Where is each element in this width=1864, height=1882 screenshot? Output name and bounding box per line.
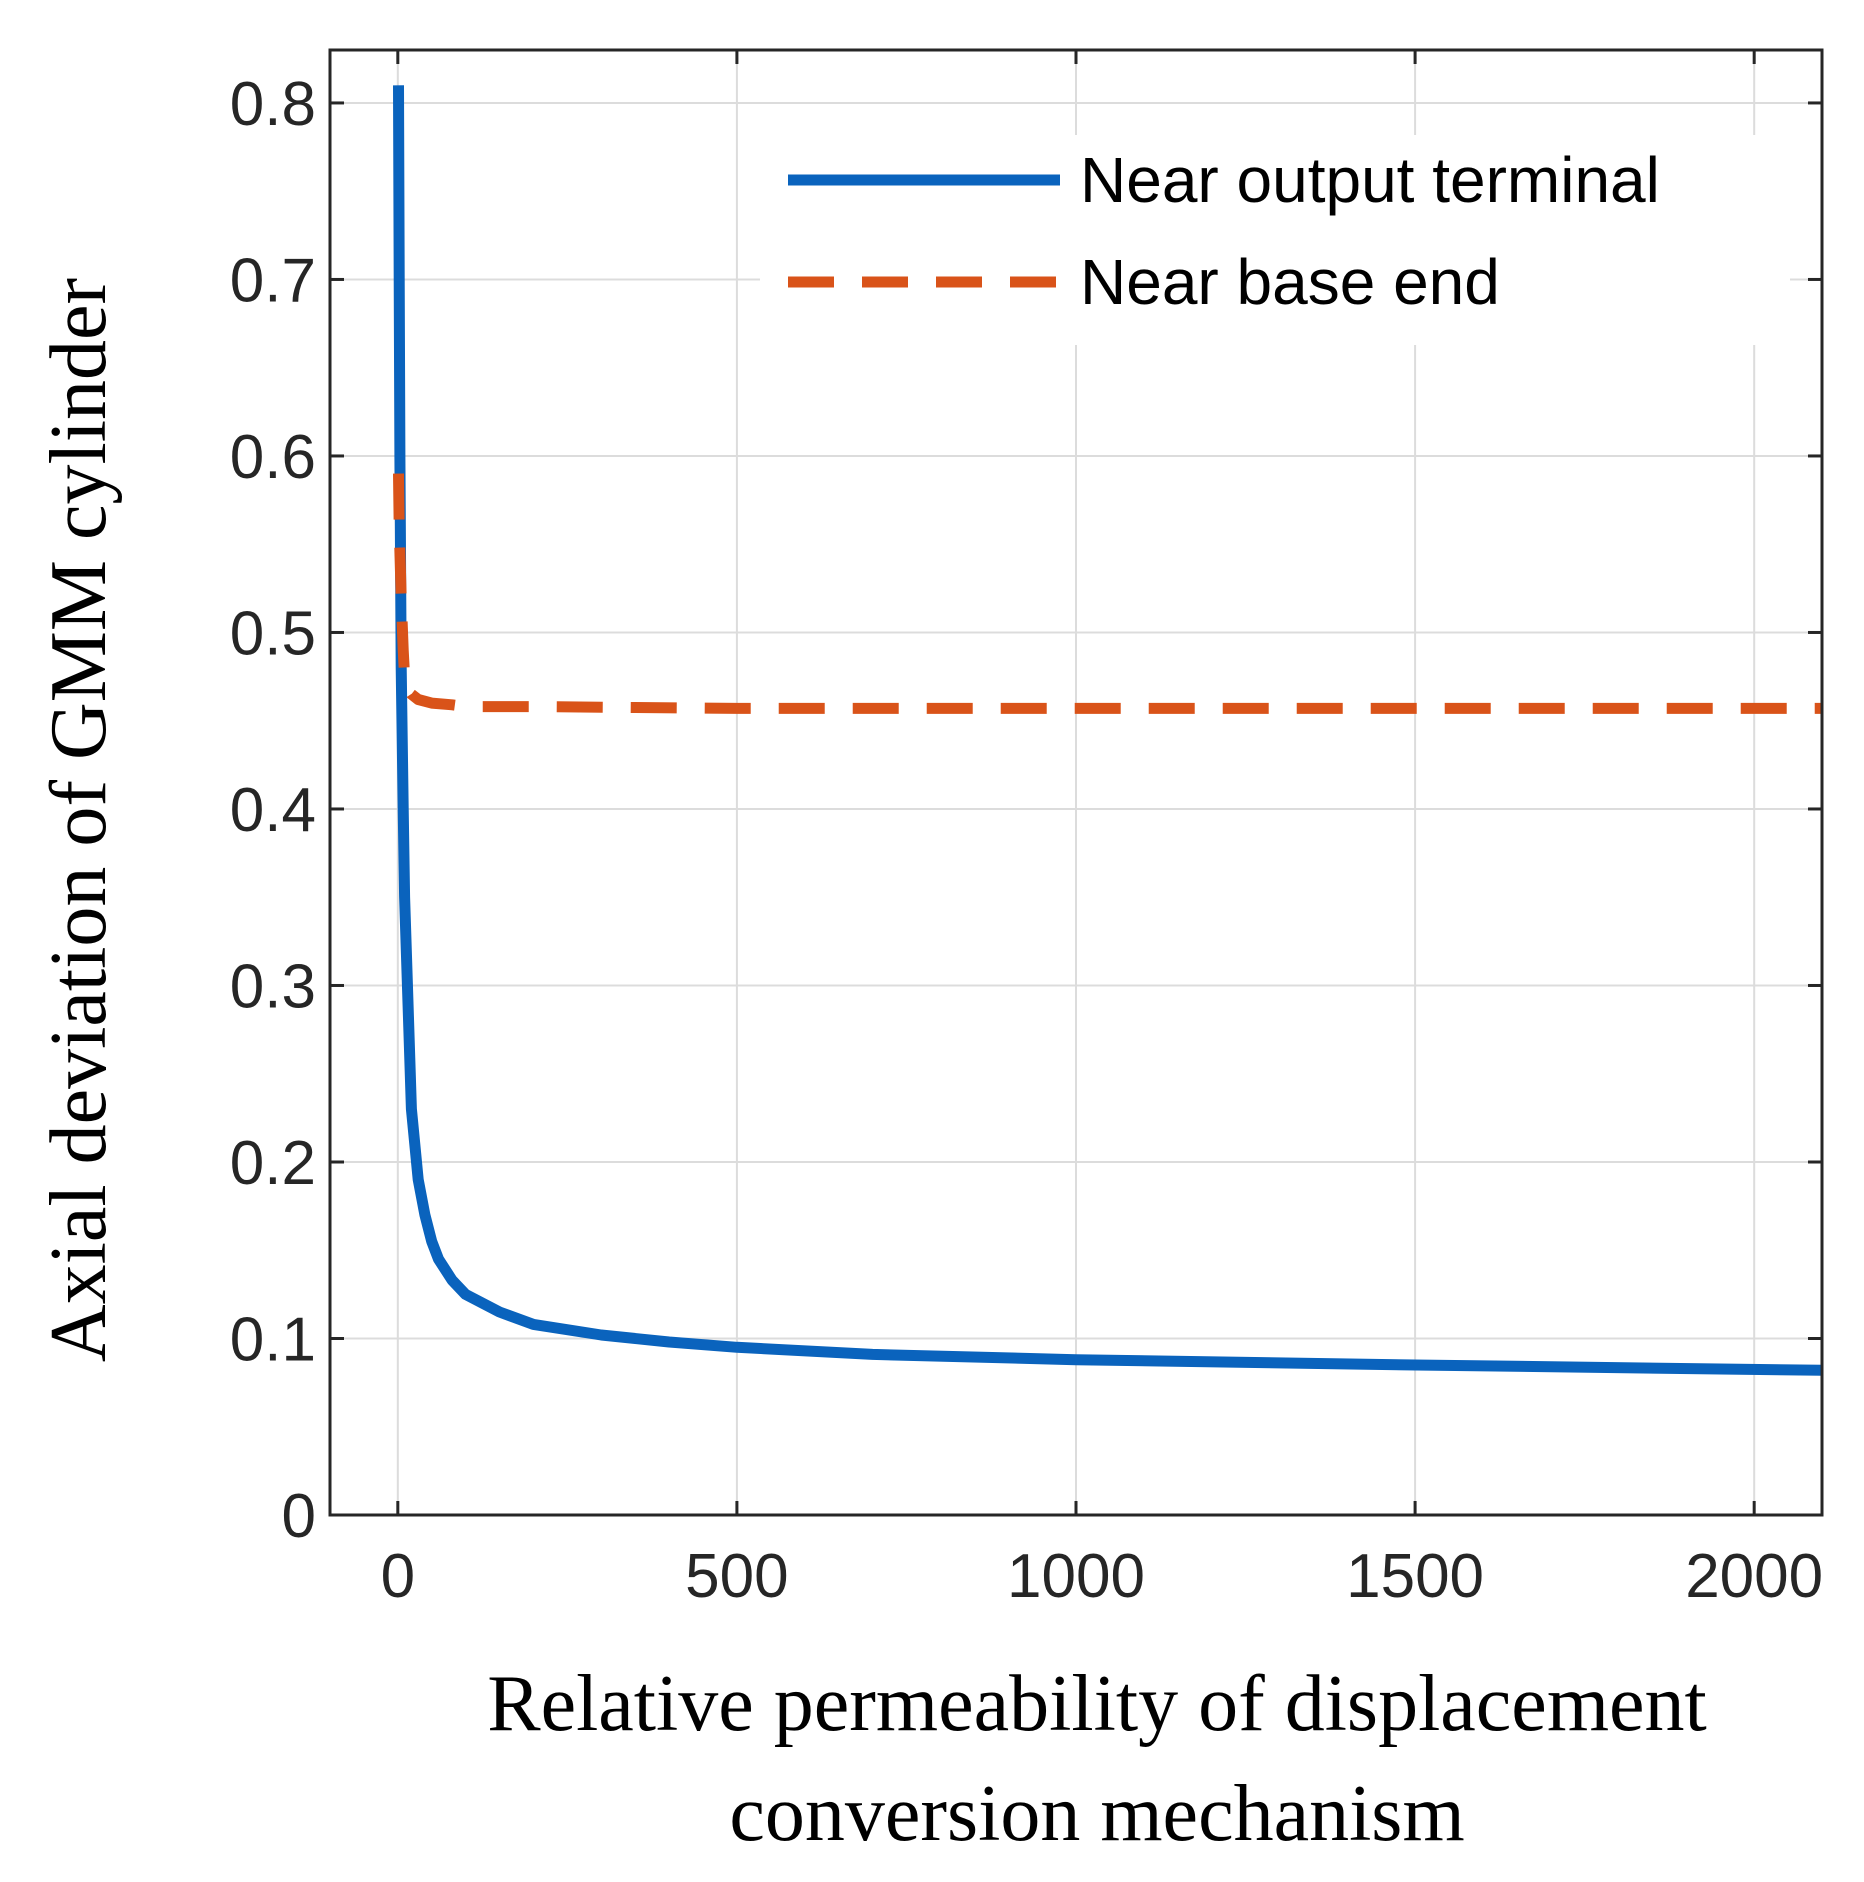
axis-ticks: 0 500 1000 1500 2000 0 0.1 0.2 0.3 0.4 0.5 0.6 0.7 0.… bbox=[230, 50, 1823, 1611]
y-tick-label: 0.4 bbox=[230, 776, 316, 845]
legend-label-near-output-terminal: Near output terminal bbox=[1080, 144, 1660, 216]
x-axis-title-line-2: conversion mechanism bbox=[729, 1770, 1464, 1858]
series-line-near-base-end bbox=[393, 473, 1822, 714]
y-tick-label: 0.6 bbox=[230, 423, 316, 492]
x-tick-label: 1500 bbox=[1346, 1542, 1484, 1611]
x-tick-label: 1000 bbox=[1007, 1542, 1145, 1611]
legend-label-near-base-end: Near base end bbox=[1080, 246, 1500, 318]
y-tick-label: 0.3 bbox=[230, 952, 316, 1021]
y-tick-label: 0.2 bbox=[230, 1129, 316, 1198]
x-axis-title-line-1: Relative permeability of displacement bbox=[487, 1660, 1707, 1748]
plot-area bbox=[393, 85, 1822, 1376]
y-tick-label: 0.5 bbox=[230, 599, 316, 668]
series-line-near-output-terminal bbox=[393, 85, 1822, 1376]
legend-background bbox=[760, 135, 1790, 345]
y-tick-label: 0.7 bbox=[230, 246, 316, 315]
legend: Near output terminal Near base end bbox=[760, 135, 1790, 345]
y-tick-label: 0.1 bbox=[230, 1305, 316, 1374]
y-tick-label: 0.8 bbox=[230, 70, 316, 139]
x-tick-label: 0 bbox=[381, 1542, 415, 1611]
x-tick-label: 500 bbox=[685, 1542, 788, 1611]
y-tick-label: 0 bbox=[282, 1482, 316, 1551]
x-tick-label: 2000 bbox=[1685, 1542, 1823, 1611]
y-axis-title: Axial deviation of GMM cylinder bbox=[35, 278, 123, 1362]
